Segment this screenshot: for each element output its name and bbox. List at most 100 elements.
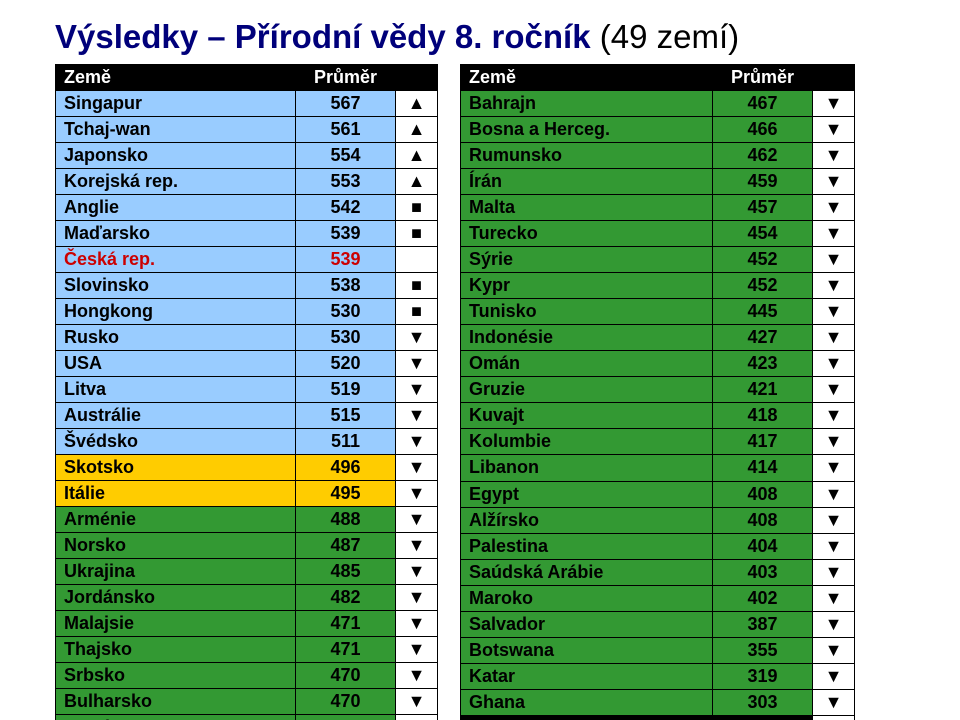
score-cell: 319 <box>713 663 813 689</box>
mark-cell: ▼ <box>396 689 438 715</box>
country-cell: Srbsko <box>56 663 296 689</box>
mark-cell: ▼ <box>396 429 438 455</box>
score-cell: 542 <box>296 195 396 221</box>
table-row: Malajsie471▼ <box>56 611 438 637</box>
score-cell: 355 <box>713 637 813 663</box>
mark-cell: ▼ <box>396 455 438 481</box>
score-cell: 462 <box>713 143 813 169</box>
country-cell: Arménie <box>56 507 296 533</box>
score-cell: 404 <box>713 533 813 559</box>
country-cell: Botswana <box>461 637 713 663</box>
country-cell: Kypr <box>461 273 713 299</box>
score-cell: 511 <box>296 429 396 455</box>
table-row: Srbsko470▼ <box>56 663 438 689</box>
table-row: Rumunsko462▼ <box>461 143 855 169</box>
table-row: Singapur567▲ <box>56 91 438 117</box>
header-score: Průměr <box>713 65 813 91</box>
country-cell: Saúdská Arábie <box>461 559 713 585</box>
country-cell: Bulharsko <box>56 689 296 715</box>
table-row: Salvador387▼ <box>461 611 855 637</box>
table-row: Maroko402▼ <box>461 585 855 611</box>
mark-cell: ▼ <box>396 585 438 611</box>
table-row: Litva519▼ <box>56 377 438 403</box>
score-cell: 553 <box>296 169 396 195</box>
score-cell: 402 <box>713 585 813 611</box>
score-cell: 470 <box>296 689 396 715</box>
mark-cell: ▼ <box>396 637 438 663</box>
country-cell: Maďarsko <box>56 221 296 247</box>
country-cell: Kolumbie <box>461 429 713 455</box>
score-cell: 567 <box>296 91 396 117</box>
table-row: Anglie542■ <box>56 195 438 221</box>
table-row: Kuvajt418▼ <box>461 403 855 429</box>
country-cell: Singapur <box>56 91 296 117</box>
country-cell: Korejská rep. <box>56 169 296 195</box>
table-row: Izrael468▼ <box>56 715 438 720</box>
country-cell: Sýrie <box>461 247 713 273</box>
score-cell: 471 <box>296 637 396 663</box>
mark-cell: ■ <box>396 195 438 221</box>
score-cell: 418 <box>713 403 813 429</box>
country-cell: Austrálie <box>56 403 296 429</box>
country-cell: Tunisko <box>461 299 713 325</box>
score-cell: 561 <box>296 117 396 143</box>
table-row <box>461 715 855 720</box>
table-row: Maďarsko539■ <box>56 221 438 247</box>
score-cell: 452 <box>713 273 813 299</box>
mark-cell: ▼ <box>396 533 438 559</box>
country-cell: Salvador <box>461 611 713 637</box>
score-cell: 519 <box>296 377 396 403</box>
score-cell: 487 <box>296 533 396 559</box>
mark-cell: ▲ <box>396 117 438 143</box>
score-cell: 515 <box>296 403 396 429</box>
country-cell: Jordánsko <box>56 585 296 611</box>
score-cell: 488 <box>296 507 396 533</box>
score-cell: 530 <box>296 299 396 325</box>
mark-cell: ▼ <box>396 403 438 429</box>
mark-cell: ▼ <box>813 637 855 663</box>
columns-wrapper: ZeměPrůměrSingapur567▲Tchaj-wan561▲Japon… <box>55 64 920 720</box>
table-row: Írán459▼ <box>461 169 855 195</box>
mark-cell <box>813 715 855 720</box>
score-cell: 408 <box>713 481 813 507</box>
country-cell: Írán <box>461 169 713 195</box>
score-cell: 417 <box>713 429 813 455</box>
country-cell: USA <box>56 351 296 377</box>
country-cell: Japonsko <box>56 143 296 169</box>
country-cell: Slovinsko <box>56 273 296 299</box>
mark-cell: ▼ <box>813 273 855 299</box>
mark-cell: ▼ <box>813 351 855 377</box>
score-cell: 414 <box>713 455 813 481</box>
table-row: Jordánsko482▼ <box>56 585 438 611</box>
header-country: Země <box>461 65 713 91</box>
score-cell: 470 <box>296 663 396 689</box>
country-cell: Gruzie <box>461 377 713 403</box>
country-cell: Indonésie <box>461 325 713 351</box>
country-cell: Omán <box>461 351 713 377</box>
country-cell: Itálie <box>56 481 296 507</box>
mark-cell: ▼ <box>813 429 855 455</box>
table-row: Slovinsko538■ <box>56 273 438 299</box>
country-cell: Bahrajn <box>461 91 713 117</box>
score-cell: 538 <box>296 273 396 299</box>
country-cell: Tchaj-wan <box>56 117 296 143</box>
table-row: Skotsko496▼ <box>56 455 438 481</box>
score-cell: 457 <box>713 195 813 221</box>
score-cell: 387 <box>713 611 813 637</box>
header-mark <box>813 65 855 91</box>
score-cell: 539 <box>296 247 396 273</box>
score-cell: 468 <box>296 715 396 720</box>
table-row: Austrálie515▼ <box>56 403 438 429</box>
mark-cell: ▼ <box>813 377 855 403</box>
mark-cell: ▼ <box>813 507 855 533</box>
table-row: Omán423▼ <box>461 351 855 377</box>
score-cell <box>713 715 813 720</box>
mark-cell: ▼ <box>813 689 855 715</box>
country-cell: Hongkong <box>56 299 296 325</box>
score-cell: 421 <box>713 377 813 403</box>
table-row: Libanon414▼ <box>461 455 855 481</box>
table-row: Korejská rep.553▲ <box>56 169 438 195</box>
country-cell: Kuvajt <box>461 403 713 429</box>
mark-cell: ▲ <box>396 169 438 195</box>
score-cell: 554 <box>296 143 396 169</box>
